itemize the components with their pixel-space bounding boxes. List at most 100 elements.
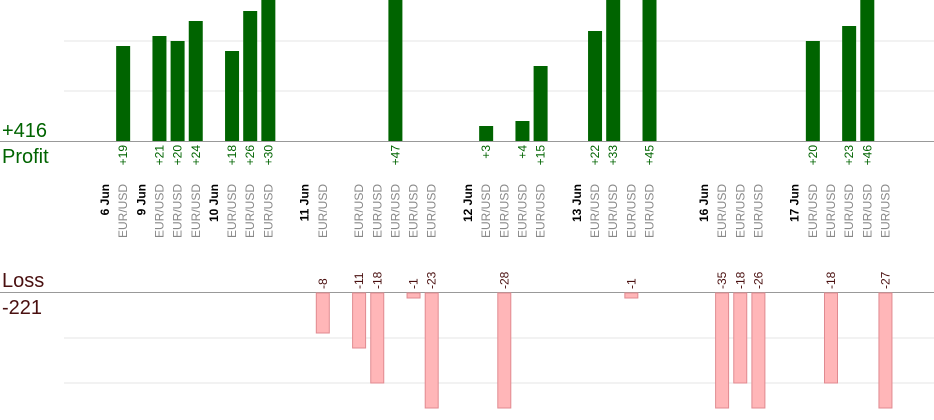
pair-label: EUR/USD: [370, 184, 384, 238]
profit-bar: [805, 41, 820, 141]
pair-label: EUR/USD: [588, 184, 602, 238]
profit-bar: [388, 0, 403, 141]
bars: [116, 0, 893, 409]
pair-label: EUR/USD: [425, 184, 439, 238]
profit-value-label: +24: [189, 145, 203, 166]
loss-value-label: -1: [624, 278, 638, 289]
loss-bar: [406, 292, 421, 299]
loss-bar: [751, 292, 766, 409]
profit-value-label: +20: [171, 145, 185, 166]
profit-bar: [842, 26, 857, 141]
pair-label: EUR/USD: [497, 184, 511, 238]
date-label: 16 Jun: [697, 184, 711, 222]
loss-value-label: -28: [497, 271, 511, 289]
pair-label: EUR/USD: [824, 184, 838, 238]
pair-label: EUR/USD: [751, 184, 765, 238]
loss-bar: [352, 292, 367, 349]
pair-label: EUR/USD: [733, 184, 747, 238]
pair-label: EUR/USD: [878, 184, 892, 238]
loss-bar: [878, 292, 893, 409]
profit-bar: [860, 0, 875, 141]
profit-value-label: +30: [261, 145, 275, 166]
pair-label: EUR/USD: [189, 184, 203, 238]
profit-value-label: +22: [588, 145, 602, 166]
profit-bar: [188, 21, 203, 141]
date-label: 12 Jun: [461, 184, 475, 222]
loss-value-label: -18: [370, 271, 384, 289]
pair-label: EUR/USD: [806, 184, 820, 238]
profit-bar: [479, 126, 494, 141]
pair-label: EUR/USD: [171, 184, 185, 238]
profit-value-label: +4: [515, 145, 529, 159]
loss-bar: [497, 292, 512, 409]
date-label: 6 Jun: [98, 184, 112, 215]
profit-value-label: +45: [643, 145, 657, 166]
loss-bar: [315, 292, 330, 334]
profit-value-label: +26: [243, 145, 257, 166]
pair-label: EUR/USD: [842, 184, 856, 238]
profit-value-label: +33: [606, 145, 620, 166]
pair-label: EUR/USD: [388, 184, 402, 238]
loss-value-label: -18: [733, 271, 747, 289]
loss-bar: [715, 292, 730, 409]
pair-label: EUR/USD: [407, 184, 421, 238]
loss-total: -221: [2, 297, 42, 319]
date-label: 18 Jun: [933, 184, 934, 222]
loss-bar: [424, 292, 439, 409]
date-label: 9 Jun: [134, 184, 148, 215]
pair-label: EUR/USD: [715, 184, 729, 238]
profit-bar: [243, 11, 258, 141]
profit-value-label: +20: [806, 145, 820, 166]
loss-bar: [824, 292, 838, 384]
loss-value-label: -11: [352, 272, 366, 289]
profit-bar: [642, 0, 657, 141]
profit-bar: [152, 36, 167, 141]
profit-bar: [588, 31, 603, 141]
pair-label: EUR/USD: [643, 184, 657, 238]
pair-label: EUR/USD: [860, 184, 874, 238]
loss-value-label: -18: [824, 271, 838, 289]
pair-label: EUR/USD: [534, 184, 548, 238]
profit-total: +416: [2, 120, 47, 142]
profit-bar: [225, 51, 240, 141]
loss-label: Loss: [2, 270, 44, 292]
profit-value-label: +47: [388, 145, 402, 166]
profit-value-label: +19: [116, 145, 130, 166]
profit-value-label: +21: [152, 145, 166, 166]
pair-label: EUR/USD: [606, 184, 620, 238]
profit-value-label: +3: [479, 145, 493, 159]
pair-label: EUR/USD: [479, 184, 493, 238]
date-label: 17 Jun: [788, 184, 802, 222]
loss-bar: [370, 292, 385, 384]
profit-bar: [261, 0, 276, 141]
profit-bar: [533, 66, 548, 141]
profit-value-label: +23: [842, 145, 856, 166]
date-label: 10 Jun: [207, 184, 221, 222]
loss-bar: [733, 292, 748, 384]
pair-label: EUR/USD: [515, 184, 529, 238]
axis-lines: [0, 141, 934, 293]
profit-value-label: +18: [225, 145, 239, 166]
profit-value-label: +46: [860, 145, 874, 166]
pair-label: EUR/USD: [624, 184, 638, 238]
loss-value-label: -23: [425, 271, 439, 289]
profit-bar: [116, 46, 131, 141]
loss-value-label: -27: [878, 271, 892, 289]
loss-value-label: -26: [751, 271, 765, 289]
profit-bar: [515, 121, 530, 141]
profit-bar: [170, 41, 185, 141]
pair-label: EUR/USD: [316, 184, 330, 238]
pair-label: EUR/USD: [152, 184, 166, 238]
date-label: 13 Jun: [570, 184, 584, 222]
date-label: 11 Jun: [298, 184, 312, 221]
labels: 6 Jun EUR/USD +19 9 Jun EUR/USD +21 EUR/USD +20…: [98, 145, 934, 289]
loss-value-label: -35: [715, 271, 729, 289]
loss-bar: [624, 292, 639, 299]
pair-label: EUR/USD: [243, 184, 257, 238]
loss-value-label: -8: [316, 278, 330, 289]
pair-label: EUR/USD: [261, 184, 275, 238]
loss-value-label: -1: [407, 278, 421, 289]
profit-bar: [606, 0, 621, 141]
pair-label: EUR/USD: [352, 184, 366, 238]
